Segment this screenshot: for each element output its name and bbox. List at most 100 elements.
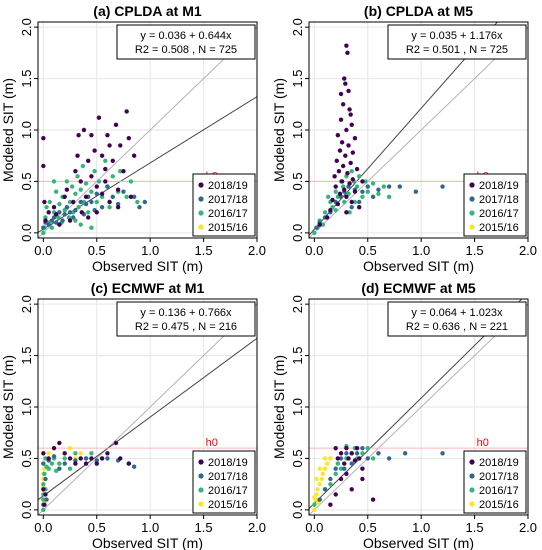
data-point [62,208,67,213]
data-point [312,507,317,513]
data-point [350,150,355,155]
x-tick-label: 1.0 [412,520,430,535]
data-point [352,136,358,141]
data-point [107,199,112,205]
panel-2: h0 0.00.0 0.5 0.5 1.0 1.0 1.5 1.5 2.0 2.0 (c) ECMW… [0,280,266,550]
stats-box [387,301,527,337]
data-point [348,112,353,117]
data-point [344,127,349,133]
data-point [345,50,350,56]
data-point [335,194,341,200]
data-point [352,458,358,463]
data-point [67,218,73,223]
data-point [314,225,319,230]
data-point [349,199,354,205]
data-point [320,471,326,477]
data-point [370,194,376,200]
data-point [49,461,55,466]
data-point [53,189,59,194]
data-point [126,136,132,141]
data-point [83,461,89,466]
data-point [124,109,129,114]
data-point [57,210,62,215]
legend-marker [469,196,475,202]
data-point [49,218,55,223]
legend-label: 2017/18 [479,194,519,206]
data-point [103,158,108,164]
data-point [99,204,105,210]
data-point [89,132,94,138]
y-tick-label: 1.5 [290,70,305,88]
data-point [47,199,52,205]
data-point [51,215,57,220]
data-point [131,194,137,200]
data-point [354,166,360,172]
data-point [357,456,362,461]
data-point [320,222,326,227]
data-point [347,107,352,112]
data-point [94,458,99,463]
data-point [346,456,351,461]
legend-label: 2017/18 [208,471,248,483]
data-point [365,189,370,194]
data-point [83,201,89,207]
data-point [349,487,354,492]
y-axis-label: Modeled SIT (m) [271,355,287,459]
data-point [67,199,73,205]
data-point [113,122,119,128]
data-point [94,184,99,189]
x-axis-label: Observed SIT (m) [92,535,203,550]
legend-label: 2016/17 [208,485,248,497]
legend-marker [469,224,475,230]
data-point [386,194,392,200]
regression-equation: y = 0.064 + 1.023x [411,307,503,319]
data-point [69,184,75,189]
x-tick-label: 1.0 [141,243,159,258]
data-point [73,451,78,456]
data-point [41,225,46,230]
data-point [370,181,376,186]
data-point [105,184,110,189]
data-point [78,456,83,461]
data-point [365,445,370,451]
data-point [346,143,351,148]
data-point [62,194,67,200]
data-point [89,456,94,461]
y-tick-label: 0.0 [290,224,305,242]
one-to-one-line [38,303,257,515]
stats-box [387,24,527,60]
data-point [343,81,348,86]
legend-label: 2017/18 [479,471,519,483]
data-point [92,168,97,174]
data-point [335,461,341,466]
data-point [349,204,354,210]
data-point [328,476,333,482]
data-point [342,466,347,471]
data-point [57,201,62,207]
panel-title: (d) ECMWF at M5 [361,280,476,296]
data-point [324,461,330,466]
data-point [96,179,102,184]
data-point [53,220,59,225]
x-tick-label: 1.5 [466,520,484,535]
legend-label: 2015/16 [208,499,248,511]
x-tick-label: 0.0 [305,520,323,535]
data-point [67,466,73,471]
panel-0: h00.00.00.50.51.01.01.51.52.02.0(a) CPLD… [0,3,266,274]
data-point [78,451,83,456]
data-point [62,212,67,217]
data-point [73,168,78,174]
data-point [83,456,89,461]
data-point [86,158,91,164]
y-axis-label: Modeled SIT (m) [271,78,287,182]
data-point [360,451,365,456]
data-point [376,191,381,196]
x-tick-label: 0.5 [359,243,377,258]
r2-and-n: R2 = 0.501 , N = 725 [406,44,508,56]
data-point [75,174,80,179]
data-point [78,222,83,227]
data-point [131,464,137,469]
regression-equation: y = 0.035 + 1.176x [411,30,503,42]
data-point [43,218,48,223]
data-point [339,140,345,145]
